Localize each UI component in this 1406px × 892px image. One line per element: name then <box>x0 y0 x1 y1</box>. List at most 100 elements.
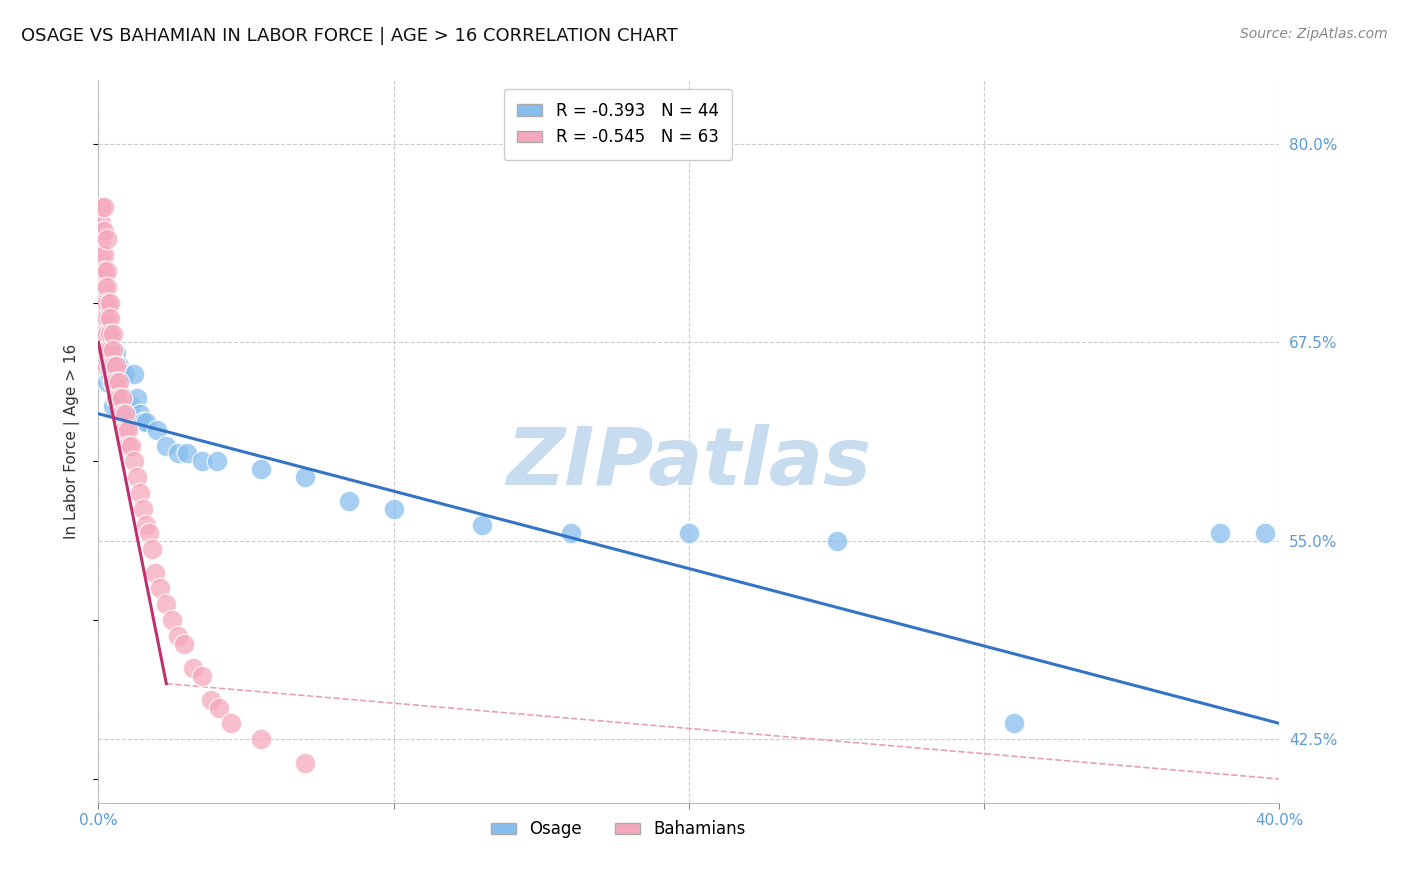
Point <box>98 343 121 358</box>
Point <box>105 391 128 405</box>
Point <box>176 446 198 460</box>
Point <box>120 438 142 452</box>
Point <box>191 454 214 468</box>
Point <box>1209 525 1232 540</box>
Point <box>128 486 150 500</box>
Point <box>678 525 700 540</box>
Point <box>96 295 118 310</box>
Point <box>125 391 148 405</box>
Point <box>111 367 134 381</box>
Point <box>128 407 150 421</box>
Legend: Osage, Bahamians: Osage, Bahamians <box>484 814 752 845</box>
Point <box>108 375 131 389</box>
Point <box>825 533 848 548</box>
Point <box>339 494 361 508</box>
Point <box>96 351 118 366</box>
Point <box>155 438 177 452</box>
Point <box>93 343 115 358</box>
Point <box>117 438 139 452</box>
Point <box>135 415 157 429</box>
Point <box>294 756 316 770</box>
Point <box>250 462 273 476</box>
Point <box>90 248 112 262</box>
Point <box>96 359 118 373</box>
Point <box>173 637 195 651</box>
Point <box>146 423 169 437</box>
Point <box>111 391 134 405</box>
Point <box>1254 525 1277 540</box>
Point <box>162 613 183 627</box>
Point <box>103 359 125 373</box>
Point <box>93 295 115 310</box>
Point <box>138 525 160 540</box>
Point <box>96 232 118 246</box>
Point <box>155 597 177 611</box>
Point <box>382 502 405 516</box>
Point <box>90 200 112 214</box>
Point <box>167 629 190 643</box>
Point <box>90 264 112 278</box>
Point <box>114 391 136 405</box>
Point <box>117 423 139 437</box>
Point <box>93 319 115 334</box>
Point <box>98 327 121 342</box>
Point <box>93 248 115 262</box>
Point <box>1002 716 1025 731</box>
Point <box>135 517 157 532</box>
Point <box>141 541 163 556</box>
Point <box>96 279 118 293</box>
Point <box>96 311 118 326</box>
Point <box>96 327 118 342</box>
Point <box>96 264 118 278</box>
Point <box>200 692 222 706</box>
Point <box>471 517 494 532</box>
Point <box>205 454 228 468</box>
Point <box>120 399 142 413</box>
Point <box>105 359 128 373</box>
Point <box>125 470 148 484</box>
Point <box>105 346 128 360</box>
Point <box>208 700 231 714</box>
Point <box>98 343 121 358</box>
Point <box>93 200 115 214</box>
Point <box>560 525 582 540</box>
Point <box>114 367 136 381</box>
Point <box>108 375 131 389</box>
Point <box>143 566 166 580</box>
Point <box>98 295 121 310</box>
Text: ZIPatlas: ZIPatlas <box>506 425 872 502</box>
Point <box>103 367 125 381</box>
Point <box>114 423 136 437</box>
Point <box>90 216 112 230</box>
Point <box>103 375 125 389</box>
Point <box>103 375 125 389</box>
Point <box>96 375 118 389</box>
Point <box>93 359 115 373</box>
Point <box>122 367 145 381</box>
Point <box>105 359 128 373</box>
Point <box>96 327 118 342</box>
Point <box>105 375 128 389</box>
Text: OSAGE VS BAHAMIAN IN LABOR FORCE | AGE > 16 CORRELATION CHART: OSAGE VS BAHAMIAN IN LABOR FORCE | AGE >… <box>21 27 678 45</box>
Point <box>108 359 131 373</box>
Point <box>103 343 125 358</box>
Point <box>98 367 121 381</box>
Point <box>93 327 115 342</box>
Point <box>191 669 214 683</box>
Point <box>93 264 115 278</box>
Text: Source: ZipAtlas.com: Source: ZipAtlas.com <box>1240 27 1388 41</box>
Point <box>108 391 131 405</box>
Point <box>149 582 172 596</box>
Y-axis label: In Labor Force | Age > 16: In Labor Force | Age > 16 <box>63 344 80 539</box>
Point <box>111 391 134 405</box>
Point <box>167 446 190 460</box>
Point <box>90 343 112 358</box>
Point <box>103 399 125 413</box>
Point <box>132 502 155 516</box>
Point <box>103 327 125 342</box>
Point <box>114 407 136 421</box>
Point <box>132 415 155 429</box>
Point <box>93 279 115 293</box>
Point <box>96 343 118 358</box>
Point <box>294 470 316 484</box>
